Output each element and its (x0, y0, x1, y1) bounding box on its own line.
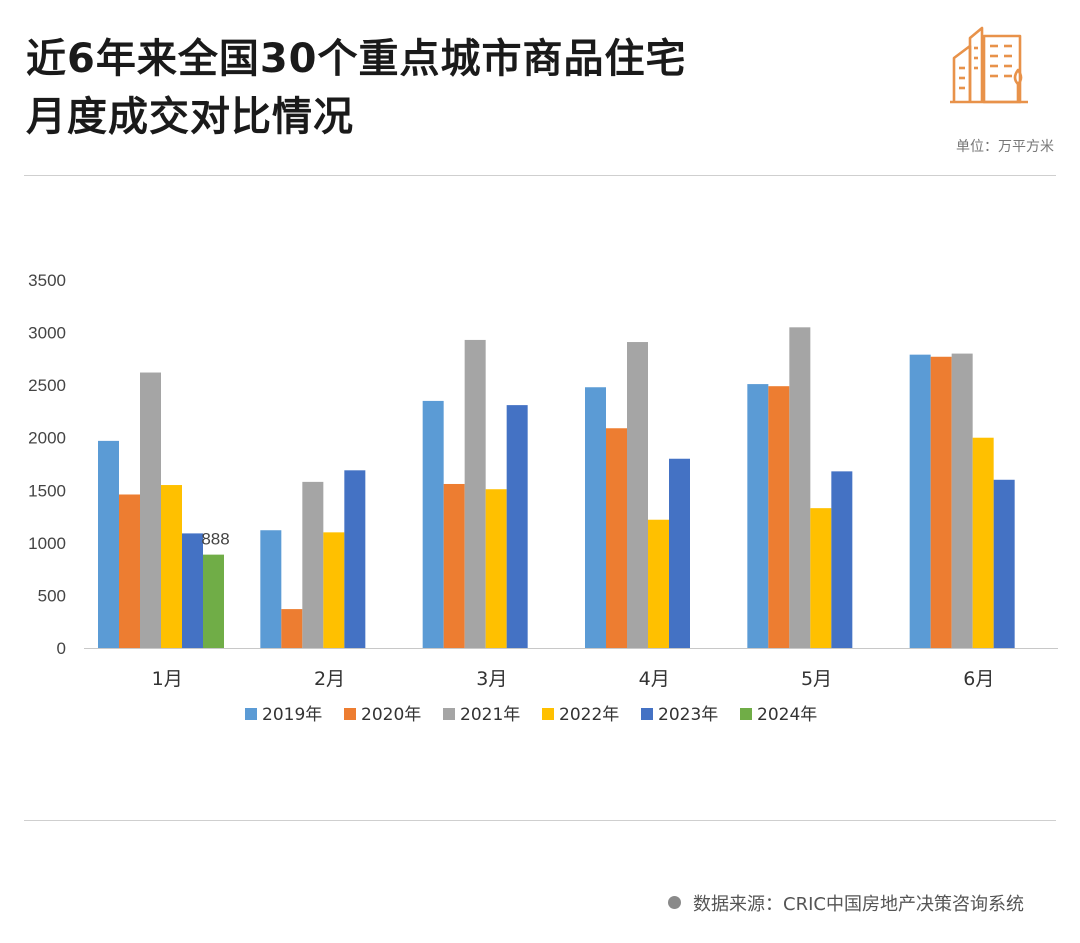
x-tick-label-2: 3月 (476, 668, 507, 690)
bar-2023年-1月 (182, 533, 203, 648)
bar-2023年-4月 (669, 458, 690, 648)
bar-2019年-4月 (585, 387, 606, 648)
bar-2021年-2月 (302, 481, 324, 648)
bar-2022年-3月 (485, 489, 507, 648)
bar-2019年-5月 (747, 384, 769, 648)
title-line-2: 月度成交对比情况 (26, 94, 354, 140)
y-tick-label-6: 3000 (28, 324, 66, 343)
bar-2024年-1月 (203, 554, 224, 648)
bar-2019年-6月 (909, 354, 931, 648)
bar-2021年-1月 (140, 372, 161, 648)
bar-2022年-5月 (810, 508, 832, 648)
top-divider (24, 175, 1056, 176)
bar-2020年-3月 (443, 483, 465, 648)
bar-2023年-2月 (344, 470, 366, 648)
bottom-divider (24, 820, 1056, 821)
y-tick-label-2: 1000 (28, 534, 66, 553)
bar-2019年-2月 (260, 530, 282, 648)
legend-label-3: 2022年 (559, 705, 619, 725)
y-tick-label-0: 0 (57, 639, 66, 658)
bullet-icon (668, 896, 682, 909)
bar-2021年-4月 (627, 342, 648, 648)
bar-2019年-1月 (98, 440, 119, 648)
bar-2020年-4月 (606, 428, 627, 648)
y-tick-label-1: 500 (38, 586, 66, 605)
x-tick-label-0: 1月 (152, 668, 183, 690)
y-tick-label-7: 3500 (28, 271, 66, 290)
bar-2020年-6月 (930, 356, 952, 648)
legend-swatch-0 (245, 708, 257, 720)
bar-2023年-6月 (993, 479, 1015, 648)
legend-swatch-4 (641, 708, 653, 720)
bar-2023年-5月 (831, 471, 853, 648)
y-tick-label-3: 1500 (28, 481, 66, 500)
legend-label-4: 2023年 (658, 705, 718, 725)
bar-2021年-6月 (951, 353, 973, 648)
bar-2021年-3月 (464, 339, 486, 648)
legend-label-1: 2020年 (361, 705, 421, 725)
bar-2020年-1月 (119, 494, 140, 648)
legend-swatch-5 (740, 708, 752, 720)
legend-swatch-3 (542, 708, 554, 720)
bar-2020年-5月 (768, 386, 790, 648)
legend-swatch-1 (344, 708, 356, 720)
page-title: 近6年来全国30个重点城市商品住宅 月度成交对比情况 (26, 30, 687, 146)
title-line-1: 近6年来全国30个重点城市商品住宅 (26, 36, 687, 82)
legend-label-5: 2024年 (757, 705, 817, 725)
bar-2022年-2月 (323, 532, 345, 648)
bar-2020年-2月 (281, 609, 303, 648)
data-source-text: 数据来源：CRIC中国房地产决策咨询系统 (693, 894, 1024, 915)
x-tick-label-4: 5月 (801, 668, 832, 690)
legend-label-0: 2019年 (262, 705, 322, 725)
unit-label: 单位：万平方米 (956, 139, 1054, 155)
x-tick-label-3: 4月 (639, 668, 670, 690)
x-tick-label-5: 6月 (963, 668, 994, 690)
data-label-0: 888 (201, 530, 229, 549)
bar-2021年-5月 (789, 327, 811, 648)
bar-2022年-6月 (972, 437, 994, 648)
y-tick-label-5: 2500 (28, 376, 66, 395)
bar-2019年-3月 (422, 400, 444, 648)
bar-2023年-3月 (506, 405, 528, 648)
bar-2022年-4月 (648, 519, 669, 648)
y-tick-label-4: 2000 (28, 429, 66, 448)
x-tick-label-1: 2月 (314, 668, 345, 690)
bar-2022年-1月 (161, 485, 182, 648)
data-source: 数据来源：CRIC中国房地产决策咨询系统 (668, 890, 1024, 916)
legend-label-2: 2021年 (460, 705, 520, 725)
legend-swatch-2 (443, 708, 455, 720)
buildings-icon (950, 26, 1028, 104)
